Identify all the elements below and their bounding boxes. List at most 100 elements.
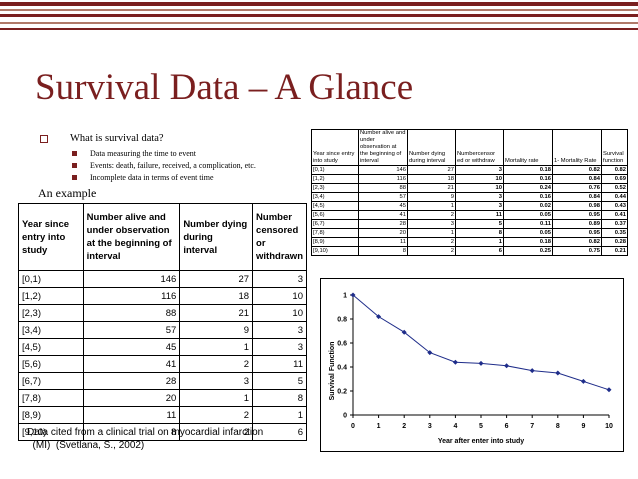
- table-cell: 8: [252, 389, 307, 407]
- table-row: [3,4) 57 9 3: [18, 321, 307, 339]
- data-caption: Data cited from a clinical trial on myoc…: [27, 426, 263, 452]
- table-cell: 0.84: [552, 174, 602, 184]
- x-tick-label: 4: [453, 423, 457, 430]
- table-cell: 57: [82, 321, 181, 339]
- table-cell: 20: [358, 228, 408, 238]
- y-axis-label: Survival Function: [329, 342, 336, 401]
- table-cell: 1: [455, 237, 504, 247]
- y-tick-label: 0: [343, 413, 347, 420]
- table-cell: 146: [358, 165, 408, 175]
- data-point: [350, 292, 356, 298]
- table-cell: [9,10): [311, 246, 359, 256]
- column-header: 1- Mortality Rate: [552, 129, 602, 166]
- x-tick-label: 5: [479, 423, 483, 430]
- table-cell: 27: [407, 165, 456, 175]
- column-header: Survival function: [601, 129, 628, 166]
- table-cell: 3: [179, 372, 254, 390]
- table-cell: 10: [455, 183, 504, 193]
- table-cell: [1,2): [311, 174, 359, 184]
- x-tick-label: 6: [505, 423, 509, 430]
- table-cell: 11: [82, 406, 181, 424]
- x-tick-label: 3: [428, 423, 432, 430]
- x-tick-label: 9: [581, 423, 585, 430]
- table-cell: 1: [407, 201, 456, 211]
- table-cell: 27: [179, 270, 254, 288]
- table-cell: 45: [82, 338, 181, 356]
- table-cell: 0.28: [601, 237, 628, 247]
- table-cell: 1: [179, 338, 254, 356]
- table-cell: 0.95: [552, 228, 602, 238]
- main-bullet-text: What is survival data?: [70, 133, 164, 144]
- series-line: [352, 294, 610, 391]
- table-cell: 8: [455, 228, 504, 238]
- table-cell: 0.89: [552, 219, 602, 229]
- square-bullet-icon: [72, 163, 77, 168]
- table-row: [0,1) 146 27 3 0.18 0.82 0.82: [311, 165, 628, 175]
- table-header-row: Year since entry into study Number alive…: [18, 203, 307, 271]
- table-row: [8,9) 11 2 1 0.18 0.82 0.28: [311, 237, 628, 247]
- table-row: [7,8) 20 1 8: [18, 389, 307, 407]
- table-cell: 11: [358, 237, 408, 247]
- y-tick-label: 0.2: [337, 389, 347, 396]
- table-cell: 2: [407, 210, 456, 220]
- table-cell: 1: [252, 406, 307, 424]
- table-cell: [1,2): [18, 287, 84, 305]
- table-row: [4,5) 45 1 3 0.02 0.98 0.43: [311, 201, 628, 211]
- x-axis-label: Year after enter into study: [438, 438, 524, 445]
- y-tick-label: 1: [343, 293, 347, 300]
- top-stripe-3: [0, 14, 638, 17]
- table-cell: 0.25: [503, 246, 553, 256]
- table-cell: 5: [455, 219, 504, 229]
- table-cell: 2: [179, 355, 254, 373]
- table-row: [2,3) 88 21 10: [18, 304, 307, 322]
- table-cell: 88: [82, 304, 181, 322]
- table-cell: [7,8): [18, 389, 84, 407]
- table-cell: 3: [455, 192, 504, 202]
- table-cell: 45: [358, 201, 408, 211]
- table-cell: 0.11: [503, 219, 553, 229]
- x-tick-label: 8: [556, 423, 560, 430]
- table-cell: 0.69: [601, 174, 628, 184]
- sub-bullet-text: Data measuring the time to event: [90, 149, 196, 158]
- table-cell: [6,7): [18, 372, 84, 390]
- table-cell: 10: [455, 174, 504, 184]
- survival-chart: Survival Function Year after enter into …: [320, 278, 624, 452]
- table-cell: 11: [252, 355, 307, 373]
- column-header: Mortality rate: [503, 129, 553, 166]
- table-cell: 3: [252, 338, 307, 356]
- table-cell: 18: [179, 287, 254, 305]
- table-cell: 3: [252, 321, 307, 339]
- table-cell: 0.05: [503, 210, 553, 220]
- column-header: Number alive and under observation at th…: [82, 203, 181, 271]
- table-cell: 11: [455, 210, 504, 220]
- table-cell: [3,4): [18, 321, 84, 339]
- table-cell: 116: [82, 287, 181, 305]
- table-cell: 0.44: [601, 192, 628, 202]
- square-bullet-icon: [72, 151, 77, 156]
- table-cell: 21: [407, 183, 456, 193]
- top-stripe-4: [0, 22, 638, 24]
- table-cell: 0.95: [552, 210, 602, 220]
- table-cell: 10: [252, 287, 307, 305]
- table-cell: 0.52: [601, 183, 628, 193]
- table-cell: [8,9): [18, 406, 84, 424]
- table-cell: 6: [252, 423, 307, 441]
- table-cell: 6: [455, 246, 504, 256]
- table-cell: 2: [407, 237, 456, 247]
- data-point: [478, 360, 484, 366]
- table-cell: [4,5): [18, 338, 84, 356]
- x-tick-label: 0: [351, 423, 355, 430]
- table-cell: 1: [179, 389, 254, 407]
- table-cell: 88: [358, 183, 408, 193]
- table-cell: 0.21: [601, 246, 628, 256]
- table-cell: 0.05: [503, 228, 553, 238]
- y-tick-label: 0.8: [337, 317, 347, 324]
- table-row: [9,10) 8 2 6 0.25 0.75 0.21: [311, 246, 628, 256]
- x-tick-label: 10: [605, 423, 613, 430]
- column-header: Year since entry into study: [18, 203, 84, 271]
- sub-bullet-text: Incomplete data in terms of event time: [90, 173, 214, 182]
- table-cell: 0.41: [601, 210, 628, 220]
- table-cell: 20: [82, 389, 181, 407]
- table-row: [1,2) 116 18 10: [18, 287, 307, 305]
- table-cell: [7,8): [311, 228, 359, 238]
